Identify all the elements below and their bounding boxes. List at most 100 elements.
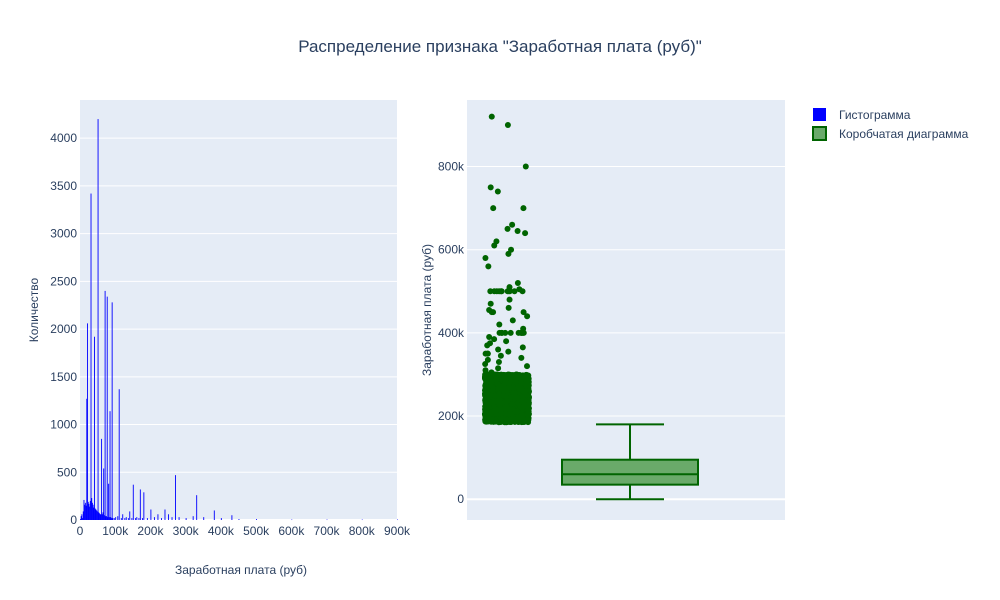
boxplot-outlier (515, 414, 522, 421)
boxplot-outlier (522, 230, 529, 237)
histogram-bar (107, 517, 109, 520)
histogram-bar (161, 518, 162, 520)
boxplot-outlier-points (482, 113, 532, 426)
histogram-bar (125, 517, 127, 520)
legend-item-boxplot[interactable]: Коробчатая диаграмма (812, 126, 969, 141)
boxplot-outlier (490, 205, 497, 212)
boxplot-outlier (504, 288, 511, 295)
boxplot-outlier (493, 376, 500, 383)
boxplot-outlier (489, 387, 496, 394)
histogram-bar (124, 518, 126, 520)
boxplot-outlier (491, 288, 498, 295)
boxplot-outlier (500, 392, 507, 399)
boxplot-outlier (514, 394, 521, 401)
histogram-bar (113, 518, 115, 520)
histogram-x-tick: 400k (208, 524, 235, 538)
histogram-x-tick: 600k (278, 524, 305, 538)
histogram-bar (95, 509, 97, 520)
boxplot-outlier (518, 329, 525, 336)
boxplot-outlier (502, 405, 509, 412)
boxplot-outlier (488, 309, 495, 316)
histogram-bar (146, 518, 148, 520)
histogram-bar (80, 516, 82, 520)
histogram-y-tick: 2500 (50, 274, 77, 288)
histogram-bar (168, 514, 169, 520)
boxplot-plot-area (467, 100, 785, 520)
histogram-bar (164, 509, 166, 520)
histogram-bar (109, 411, 111, 520)
histogram-bars (80, 119, 398, 521)
histogram-bar (213, 510, 215, 520)
histogram-y-tick: 3500 (50, 179, 77, 193)
legend-label-boxplot: Коробчатая диаграмма (839, 127, 969, 141)
boxplot-outlier (491, 242, 498, 249)
histogram-x-tick: 500k (243, 524, 270, 538)
histogram-bar (94, 336, 95, 520)
boxplot-outlier (509, 221, 516, 228)
boxplot-outlier (505, 348, 512, 355)
legend-item-histogram[interactable]: Гистограмма (813, 108, 911, 122)
histogram-bar (91, 498, 93, 520)
boxplot-outlier (484, 342, 491, 349)
boxplot-outlier (490, 371, 497, 378)
boxplot-outlier (488, 113, 495, 120)
chart-title: Распределение признака "Заработная плата… (298, 37, 702, 56)
histogram-bar (94, 508, 96, 520)
boxplot-outlier (520, 205, 527, 212)
boxplot-outlier (508, 376, 515, 383)
boxplot-outlier (502, 410, 509, 417)
histogram-bar (97, 119, 99, 520)
boxplot-y-tick-labels: 0 200k 400k 600k 800k (438, 160, 465, 507)
boxplot-outlier (509, 401, 516, 408)
boxplot-outlier (505, 304, 512, 311)
boxplot-outlier (514, 279, 521, 286)
boxplot-y-tick: 0 (457, 492, 464, 506)
histogram-bar (112, 518, 114, 520)
histogram-y-axis-label: Количество (27, 277, 41, 342)
histogram-bar (196, 495, 198, 520)
histogram-x-tick: 200k (137, 524, 164, 538)
boxplot-outlier (482, 371, 489, 378)
histogram-y-tick: 4000 (50, 131, 77, 145)
boxplot-outlier (505, 250, 512, 257)
histogram-y-tick: 1000 (50, 418, 77, 432)
boxplot-outlier (485, 402, 492, 409)
boxplot-y-tick: 600k (438, 243, 465, 257)
histogram-bar (104, 290, 106, 520)
histogram-x-tick: 700k (314, 524, 341, 538)
histogram-bar (256, 519, 258, 520)
histogram-bar (96, 510, 98, 520)
boxplot-outlier (495, 346, 502, 353)
histogram-bar (86, 398, 88, 520)
histogram-bar (238, 519, 240, 520)
boxplot-outlier (487, 300, 494, 307)
histogram-bar (89, 506, 91, 520)
boxplot-outlier (520, 309, 527, 316)
histogram-bar (203, 517, 205, 520)
histogram-bar (106, 516, 107, 520)
histogram-bar (101, 514, 103, 520)
boxplot-outlier (491, 336, 498, 343)
histogram-bar (185, 518, 187, 520)
boxplot-outlier (508, 372, 515, 379)
histogram-bar (100, 514, 102, 520)
histogram-bar (129, 511, 131, 520)
histogram-bar (171, 517, 173, 520)
boxplot-outlier (496, 392, 503, 399)
histogram-bar (175, 475, 176, 520)
boxplot-outlier (493, 418, 500, 425)
histogram-bar (178, 517, 180, 520)
boxplot-outlier (503, 398, 510, 405)
boxplot-outlier (493, 406, 500, 413)
histogram-bar (138, 518, 140, 520)
boxplot-outlier (519, 412, 526, 419)
boxplot-outlier (517, 384, 524, 391)
boxplot-outlier (524, 363, 531, 370)
histogram-bar (92, 504, 94, 520)
histogram-bar (139, 489, 141, 520)
histogram-bar (220, 518, 222, 520)
boxplot-outlier (524, 382, 531, 389)
boxplot-y-axis-label: Заработная плата (руб) (420, 244, 434, 376)
histogram-bar (103, 468, 105, 520)
